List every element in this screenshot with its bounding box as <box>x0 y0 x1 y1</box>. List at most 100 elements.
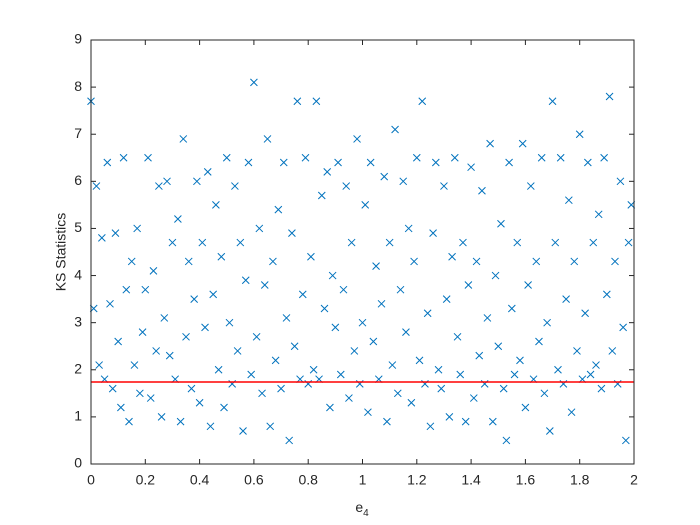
marker <box>345 394 353 402</box>
marker <box>502 436 511 445</box>
marker <box>119 153 128 162</box>
marker <box>176 417 185 426</box>
marker <box>285 436 294 445</box>
marker <box>399 177 408 186</box>
marker <box>225 318 234 327</box>
marker <box>98 234 106 242</box>
marker <box>269 257 277 266</box>
x-tick-label: 2 <box>630 472 638 488</box>
marker <box>440 182 448 190</box>
marker <box>293 97 302 106</box>
marker <box>203 168 212 176</box>
marker <box>274 205 283 214</box>
plot-area <box>87 78 636 445</box>
marker <box>212 201 220 209</box>
marker <box>393 389 402 398</box>
marker <box>548 97 557 106</box>
marker <box>507 304 516 313</box>
marker <box>117 403 125 412</box>
marker <box>494 342 503 351</box>
marker <box>214 365 223 374</box>
marker <box>369 337 378 346</box>
marker <box>361 201 370 209</box>
marker <box>350 347 359 355</box>
marker <box>160 314 169 322</box>
marker <box>222 153 231 162</box>
marker <box>383 417 391 426</box>
marker <box>233 347 242 355</box>
marker <box>570 257 579 266</box>
x-tick-label: 1.4 <box>461 472 481 488</box>
marker <box>564 196 573 205</box>
marker <box>334 158 342 167</box>
x-tick-label: 1.6 <box>516 472 536 488</box>
marker <box>347 238 356 247</box>
marker <box>326 403 334 412</box>
marker <box>448 252 456 261</box>
marker <box>608 347 617 355</box>
y-tick-label: 5 <box>74 219 82 235</box>
marker <box>459 238 467 247</box>
marker <box>600 153 608 162</box>
marker <box>184 257 193 266</box>
marker <box>157 413 166 421</box>
marker <box>255 224 264 233</box>
marker <box>260 281 269 289</box>
marker <box>513 238 522 247</box>
marker <box>174 215 182 223</box>
marker <box>190 295 199 303</box>
marker <box>402 328 410 336</box>
marker <box>182 332 190 341</box>
marker <box>581 309 589 318</box>
marker <box>309 365 318 374</box>
x-label-subscript: 4 <box>363 508 369 519</box>
marker <box>279 158 288 167</box>
marker <box>187 384 196 393</box>
marker <box>537 153 546 162</box>
marker <box>624 238 633 247</box>
x-tick-label: 1.2 <box>407 472 427 488</box>
marker <box>195 398 204 407</box>
marker <box>179 135 188 143</box>
marker <box>412 153 421 162</box>
marker <box>385 238 394 247</box>
y-tick-label: 2 <box>74 360 82 376</box>
marker <box>108 384 117 393</box>
marker <box>404 224 413 233</box>
marker <box>518 139 527 148</box>
marker <box>554 365 562 374</box>
marker <box>535 337 543 346</box>
marker <box>486 139 494 148</box>
marker <box>543 318 551 327</box>
x-tick-label: 0.2 <box>136 472 156 488</box>
marker <box>339 285 348 294</box>
marker <box>277 384 285 393</box>
marker <box>130 361 139 369</box>
marker <box>271 356 280 365</box>
marker <box>478 186 486 195</box>
marker <box>364 408 372 417</box>
marker <box>521 403 530 412</box>
y-tick-label: 9 <box>74 31 82 47</box>
marker <box>556 153 565 162</box>
marker <box>353 135 361 143</box>
marker <box>247 370 256 379</box>
marker <box>442 295 451 303</box>
y-axis-label: KS Statistics <box>53 213 69 292</box>
marker <box>193 177 201 186</box>
marker <box>573 347 581 355</box>
marker <box>497 219 505 228</box>
marker <box>605 92 614 101</box>
marker <box>431 158 440 167</box>
marker <box>290 342 299 351</box>
marker <box>307 252 315 261</box>
y-tick-label: 8 <box>74 78 82 94</box>
marker <box>301 153 310 162</box>
marker <box>258 389 266 398</box>
marker <box>524 281 532 289</box>
y-tick-label: 3 <box>74 313 82 329</box>
marker <box>266 422 275 431</box>
marker <box>323 168 332 176</box>
marker <box>252 332 261 341</box>
